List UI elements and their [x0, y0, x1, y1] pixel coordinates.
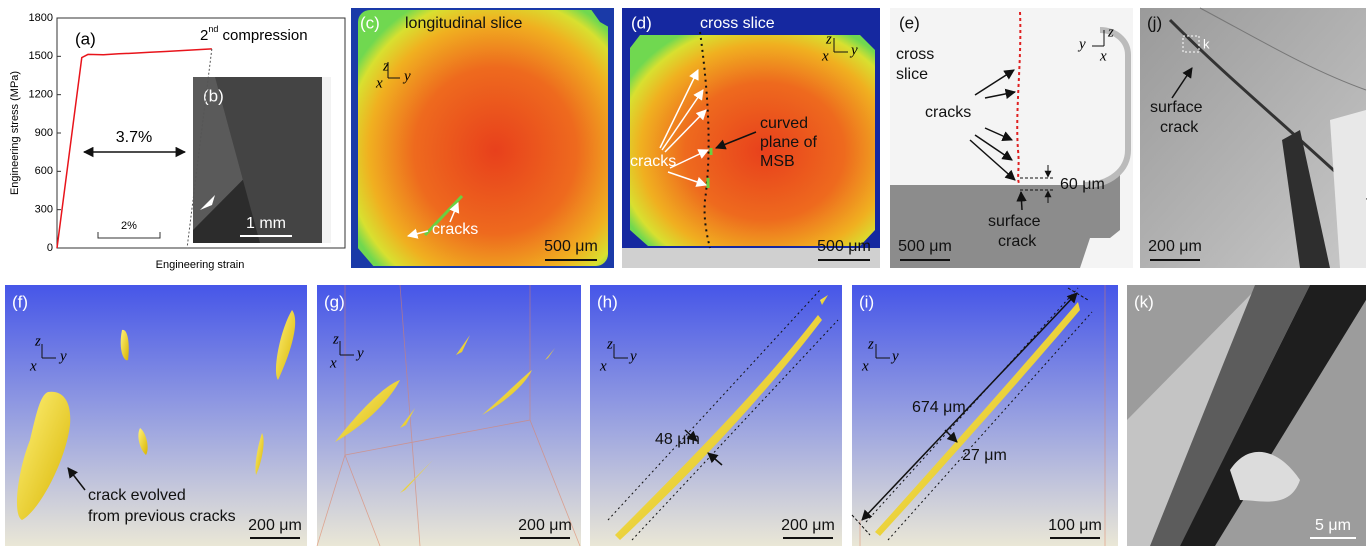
data-line	[57, 49, 212, 248]
inset-label: (b)	[203, 86, 224, 105]
decoration	[1021, 192, 1022, 210]
annotation: 3.7%	[116, 129, 152, 146]
axis-letter: x	[861, 358, 869, 374]
box-label: k	[1203, 36, 1210, 51]
width-label: 48 μm	[655, 431, 700, 448]
callout: cracks	[432, 221, 478, 238]
figure: (a) 2nd compression Engineering stress (…	[0, 0, 1370, 546]
y-tick-label: 1800	[29, 12, 53, 24]
panel-label: (d)	[631, 13, 652, 32]
width-label: 27 μm	[962, 447, 1007, 464]
panel-label: (i)	[859, 292, 874, 311]
callout: surface	[988, 213, 1041, 230]
panel-j: k (j) surface crack 200 μm	[1140, 8, 1366, 268]
decoration	[630, 35, 875, 246]
decoration	[590, 285, 842, 546]
panel-label: (j)	[1147, 13, 1162, 32]
axis-letter: y	[1077, 36, 1086, 52]
y-tick-label: 1500	[29, 50, 53, 62]
axis-letter: x	[29, 358, 37, 374]
decoration	[317, 285, 581, 546]
scale-label: 500 μm	[817, 238, 871, 255]
axis-letter: y	[355, 345, 364, 361]
panel-label: (g)	[324, 292, 345, 311]
length-label: 674 μm	[912, 399, 966, 416]
axis-letter: y	[849, 42, 858, 58]
axis-letter: x	[821, 48, 829, 64]
panel-h: 48 μm (h) z x y 200 μm	[590, 285, 842, 546]
panel-title: cross	[896, 46, 934, 63]
axis-letter: y	[58, 348, 67, 364]
axis-letter: x	[599, 358, 607, 374]
axis-letter: x	[1099, 48, 1107, 64]
y-tick-label: 1200	[29, 89, 53, 101]
scale-label: 200 μm	[781, 517, 835, 534]
page: {"chart_data":{"type":"line","panel_labe…	[0, 0, 1370, 546]
axis-letter: z	[867, 336, 874, 352]
scale-label: 200 μm	[518, 517, 572, 534]
note: curved	[760, 115, 808, 132]
decoration	[98, 232, 160, 238]
callout: surface	[1150, 99, 1203, 116]
axis-letter: y	[402, 68, 411, 84]
decoration	[358, 10, 608, 266]
decoration	[322, 77, 331, 243]
axis-letter: x	[375, 75, 383, 91]
callout: crack	[1160, 119, 1199, 136]
note: from previous cracks	[88, 508, 236, 525]
y-tick-label: 300	[35, 204, 53, 216]
note: MSB	[760, 153, 795, 170]
y-tick-label: 600	[35, 165, 53, 177]
panel-c: (c) longitudinal slice z x y cracks 500 …	[351, 8, 614, 268]
panel-label: (a)	[75, 29, 96, 48]
panel-e: (e) cross slice z y x cracks 60 μm surfa…	[890, 8, 1133, 268]
callout: cracks	[925, 104, 971, 121]
axis-letter: z	[34, 333, 41, 349]
y-tick-label: 0	[47, 242, 53, 254]
callout: crack	[998, 233, 1037, 250]
annotation: 2	[200, 27, 208, 44]
panel-label: (f)	[12, 292, 28, 311]
scale-label: 5 μm	[1315, 517, 1351, 534]
axis-letter: z	[606, 336, 613, 352]
axis-letter: z	[825, 31, 832, 47]
panel-label: (h)	[597, 292, 618, 311]
scale-label: 100 μm	[1048, 517, 1102, 534]
axis-letter: y	[890, 348, 899, 364]
y-axis-label: Engineering stress (MPa)	[9, 71, 21, 195]
scale-label: 1 mm	[246, 215, 286, 232]
axis-letter: z	[1107, 24, 1114, 40]
panel-a: (a) 2nd compression Engineering stress (…	[9, 12, 345, 271]
axis-letter: z	[332, 331, 339, 347]
panel-label: (c)	[360, 13, 380, 32]
annotation: nd	[208, 24, 218, 34]
axis-letter: x	[329, 355, 337, 371]
note: plane of	[760, 134, 817, 151]
annotation: 2%	[121, 220, 137, 232]
gap-label: 60 μm	[1060, 176, 1105, 193]
panel-title: slice	[896, 66, 928, 83]
panel-g: (g) z x y 200 μm	[317, 285, 581, 546]
panel-label: (k)	[1134, 292, 1154, 311]
axis-letter: y	[628, 348, 637, 364]
panel-title: longitudinal slice	[405, 15, 523, 32]
scale-label: 200 μm	[248, 517, 302, 534]
scale-label: 200 μm	[1148, 238, 1202, 255]
y-tick-label: 900	[35, 127, 53, 139]
scale-label: 500 μm	[544, 238, 598, 255]
x-axis-label: Engineering strain	[156, 259, 245, 271]
note: crack evolved	[88, 487, 186, 504]
panel-d: (d) cross slice z x y cracks curved plan…	[622, 8, 880, 268]
panel-f: (f) z x y crack evolved from previous cr…	[5, 285, 307, 546]
callout: cracks	[630, 153, 676, 170]
panel-k: (k) 5 μm	[1127, 285, 1366, 546]
scale-label: 500 μm	[898, 238, 952, 255]
annotation: 2nd compression	[200, 24, 308, 44]
annotation: compression	[218, 27, 307, 44]
panel-i: 674 μm 27 μm (i) z x y 100 μm	[852, 285, 1118, 546]
panel-title: cross slice	[700, 15, 775, 32]
panel-label: (e)	[899, 13, 920, 32]
